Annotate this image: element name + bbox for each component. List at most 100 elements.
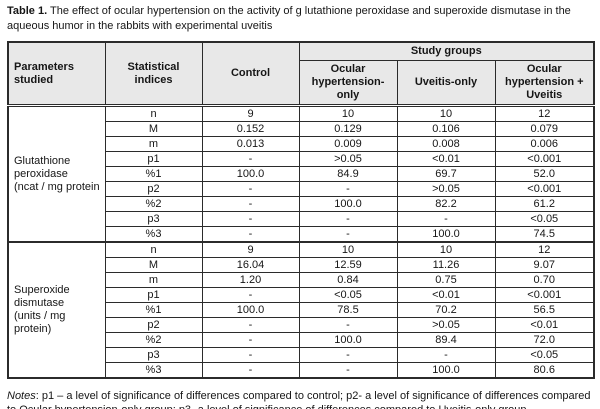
value-cell: - (201, 332, 300, 348)
value-cell: <0.001 (494, 287, 595, 303)
table-row: %2-100.0 89.4 72.0 (8, 332, 595, 348)
statistical-index-cell: M (104, 257, 203, 273)
value-cell: 0.152 (201, 121, 300, 137)
value-cell: 12.59 (298, 257, 398, 273)
value-cell: 82.2 (396, 196, 496, 212)
value-cell: - (298, 362, 398, 379)
statistical-index-cell: p3 (104, 211, 203, 227)
statistical-index-cell: n (104, 104, 203, 122)
value-cell: 11.26 (396, 257, 496, 273)
value-cell: <0.05 (494, 347, 595, 363)
value-cell: 16.04 (201, 257, 300, 273)
value-cell: 9 (201, 104, 300, 122)
value-cell: 10 (396, 241, 496, 258)
value-cell: 74.5 (494, 226, 595, 243)
table-row: m 1.20 0.84 0.75 0.70 (8, 272, 595, 288)
table-caption-number: Table 1. (7, 5, 48, 17)
table-row: Superoxide dismutase (units / mg protein… (7, 241, 595, 379)
value-cell: 100.0 (201, 166, 300, 182)
value-cell: - (396, 211, 496, 227)
value-cell: - (396, 347, 496, 363)
col-header-uveitis-only: Uveitis-only (396, 60, 496, 106)
value-cell: 61.2 (494, 196, 595, 212)
table-row: p1- <0.05 <0.01 <0.001 (8, 287, 595, 303)
table-row: M 0.152 0.129 0.106 0.079 (8, 121, 595, 137)
value-cell: 9 (201, 241, 300, 258)
value-cell: 10 (298, 241, 398, 258)
value-cell: <0.05 (494, 211, 595, 227)
table-row: p3- - - <0.05 (8, 347, 595, 363)
value-cell: 0.006 (494, 136, 595, 152)
value-cell: - (298, 226, 398, 243)
value-cell: 1.20 (201, 272, 300, 288)
statistical-index-cell: m (104, 272, 203, 288)
value-cell: - (201, 287, 300, 303)
statistical-index-cell: %2 (104, 332, 203, 348)
parameter-block: Superoxide dismutase (units / mg protein… (7, 241, 595, 379)
table-caption-text: The effect of ocular hypertension on the… (7, 5, 571, 32)
value-cell: 84.9 (298, 166, 398, 182)
value-cell: <0.001 (494, 181, 595, 197)
value-cell: - (201, 196, 300, 212)
statistical-index-cell: %3 (104, 226, 203, 243)
value-cell: - (201, 347, 300, 363)
value-cell: 0.079 (494, 121, 595, 137)
statistical-index-cell: M (104, 121, 203, 137)
statistical-index-cell: %1 (104, 166, 203, 182)
value-cell: 10 (298, 104, 398, 122)
statistical-index-cell: p1 (104, 151, 203, 167)
statistical-index-cell: %2 (104, 196, 203, 212)
value-cell: <0.05 (298, 287, 398, 303)
value-cell: 12 (494, 241, 595, 258)
value-cell: 100.0 (396, 226, 496, 243)
value-cell: 89.4 (396, 332, 496, 348)
value-cell: 100.0 (298, 332, 398, 348)
value-cell: 0.008 (396, 136, 496, 152)
header-row-subgroups: Ocular hypertension-only Uveitis-only Oc… (8, 60, 595, 106)
value-cell: 9.07 (494, 257, 595, 273)
value-cell: 100.0 (201, 302, 300, 318)
table-row: Glutathione peroxidase (ncat / mg protei… (7, 104, 595, 243)
parameter-block: Glutathione peroxidase (ncat / mg protei… (7, 104, 595, 243)
value-cell: 0.106 (396, 121, 496, 137)
statistical-index-cell: p2 (104, 317, 203, 333)
parameter-cell: Superoxide dismutase (units / mg protein… (7, 241, 106, 379)
statistical-index-cell: p2 (104, 181, 203, 197)
table-caption: Table 1. The effect of ocular hypertensi… (7, 4, 593, 34)
value-cell: >0.05 (396, 181, 496, 197)
notes: Notes: p1 – a level of significance of d… (7, 389, 593, 409)
value-cell: 78.5 (298, 302, 398, 318)
value-cell: 72.0 (494, 332, 595, 348)
value-cell: 70.2 (396, 302, 496, 318)
value-cell: 0.70 (494, 272, 595, 288)
value-cell: 100.0 (298, 196, 398, 212)
value-cell: 12 (494, 104, 595, 122)
value-cell: 0.009 (298, 136, 398, 152)
table-row: p3- - - <0.05 (8, 211, 595, 227)
col-header-parameters-studied: Parameters studied (7, 41, 106, 106)
table-row: p2- - >0.05 <0.001 (8, 181, 595, 197)
value-cell: 100.0 (396, 362, 496, 379)
value-cell: <0.001 (494, 151, 595, 167)
value-cell: - (298, 317, 398, 333)
value-cell: - (298, 347, 398, 363)
parameter-cell: Glutathione peroxidase (ncat / mg protei… (7, 104, 106, 243)
value-cell: - (201, 211, 300, 227)
value-cell: <0.01 (396, 287, 496, 303)
statistical-index-cell: p3 (104, 347, 203, 363)
data-table: Parameters studied Statistical indices C… (7, 41, 596, 379)
value-cell: >0.05 (298, 151, 398, 167)
value-cell: - (298, 211, 398, 227)
value-cell: 52.0 (494, 166, 595, 182)
value-cell: - (201, 362, 300, 379)
table-row: %3- -100.0 80.6 (8, 362, 595, 379)
col-header-statistical-indices: Statistical indices (104, 41, 203, 106)
value-cell: <0.01 (396, 151, 496, 167)
value-cell: 0.013 (201, 136, 300, 152)
value-cell: >0.05 (396, 317, 496, 333)
value-cell: 56.5 (494, 302, 595, 318)
value-cell: 10 (396, 104, 496, 122)
statistical-index-cell: %1 (104, 302, 203, 318)
value-cell: - (201, 181, 300, 197)
